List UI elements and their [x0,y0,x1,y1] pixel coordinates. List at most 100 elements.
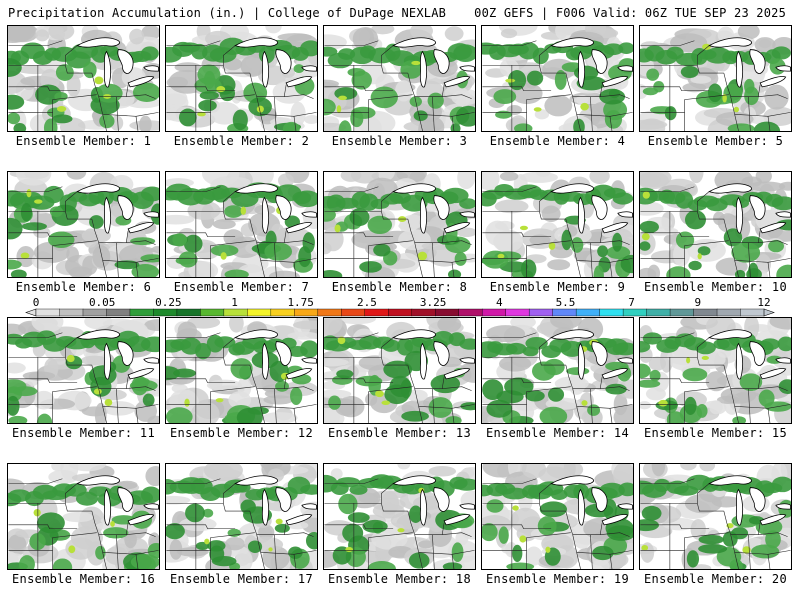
colorbar-tick-label: 1 [231,298,238,309]
precip-map [481,171,634,278]
ensemble-member-panel: Ensemble Member: 6 [7,171,160,294]
ensemble-member-label: Ensemble Member: 8 [331,280,468,294]
colorbar-segment [528,308,554,317]
colorbar-segment [481,308,507,317]
precip-map [639,25,792,132]
colorbar-tick-label: 0 [33,298,40,309]
colorbar-segment [223,308,248,317]
precip-map [481,317,634,424]
ensemble-member-label: Ensemble Member: 15 [644,426,787,440]
colorbar-segment [622,308,648,317]
colorbar-segment [552,308,577,317]
ensemble-member-panel: Ensemble Member: 2 [165,25,318,148]
colorbar-segment [129,308,154,317]
colorbar-right-arrow [763,308,775,317]
ensemble-member-panel: Ensemble Member: 13 [323,317,476,440]
colorbar-segment [716,308,742,317]
precip-colorbar: 0 0.05 0.25 1 1.75 2.5 3.25 4 5.5 7 9 12 [25,298,775,317]
colorbar-segment [599,308,624,317]
ensemble-member-panel: Ensemble Member: 5 [639,25,792,148]
ensemble-member-panel: Ensemble Member: 9 [481,171,634,294]
colorbar-segment [341,308,366,317]
ensemble-member-panel: Ensemble Member: 4 [481,25,634,148]
ensemble-member-panel: Ensemble Member: 12 [165,317,318,440]
colorbar-tick-label: 0.25 [155,298,182,309]
ensemble-member-panel: Ensemble Member: 11 [7,317,160,440]
colorbar-segment [458,308,483,317]
colorbar-tick-label: 2.5 [357,298,377,309]
precip-map [165,25,318,132]
precip-map [481,25,634,132]
precip-map [7,25,160,132]
ensemble-member-panel: Ensemble Member: 17 [165,463,318,586]
ensemble-member-label: Ensemble Member: 5 [647,134,784,148]
colorbar-tick-label: 12 [757,298,770,309]
page-title: Precipitation Accumulation (in.) | Colle… [8,6,447,20]
colorbar-tick-label: 9 [694,298,701,309]
precip-map [7,317,160,424]
ensemble-member-panel: Ensemble Member: 19 [481,463,634,586]
ensemble-member-label: Ensemble Member: 2 [173,134,310,148]
colorbar-segment [200,308,225,317]
colorbar-segment [270,308,295,317]
colorbar-left-arrow [25,308,37,317]
colorbar-segment [575,308,601,317]
colorbar-segment [35,308,60,317]
colorbar-segment [176,308,201,317]
ensemble-member-label: Ensemble Member: 16 [12,572,155,586]
run-info: 00Z GEFS | F006 Valid: 06Z TUE SEP 23 20… [474,6,786,20]
precip-map [323,25,476,132]
ensemble-member-panel: Ensemble Member: 8 [323,171,476,294]
ensemble-member-label: Ensemble Member: 3 [331,134,468,148]
ensemble-member-panel: Ensemble Member: 3 [323,25,476,148]
precip-map [323,317,476,424]
colorbar-segment [294,308,319,317]
precip-map [7,463,160,570]
colorbar-segment [106,308,131,317]
ensemble-member-panel: Ensemble Member: 20 [639,463,792,586]
precip-map [323,463,476,570]
colorbar-segment [646,308,671,317]
precip-map [165,317,318,424]
ensemble-member-panel: Ensemble Member: 16 [7,463,160,586]
ensemble-member-label: Ensemble Member: 6 [15,280,152,294]
ensemble-member-label: Ensemble Member: 12 [170,426,313,440]
colorbar-segment [317,308,342,317]
colorbar-segment [411,308,436,317]
colorbar-segment [669,308,695,317]
colorbar-segment [505,308,530,317]
precip-map [165,171,318,278]
ensemble-member-label: Ensemble Member: 1 [15,134,152,148]
colorbar-segment [435,308,460,317]
ensemble-member-panel: Ensemble Member: 7 [165,171,318,294]
colorbar-segment [82,308,107,317]
ensemble-member-label: Ensemble Member: 14 [486,426,629,440]
ensemble-member-panel: Ensemble Member: 1 [7,25,160,148]
precip-map [639,463,792,570]
precip-map [481,463,634,570]
colorbar-tick-label: 5.5 [556,298,576,309]
precip-map [7,171,160,278]
colorbar-segment [388,308,413,317]
colorbar-segment [693,308,718,317]
ensemble-member-panel: Ensemble Member: 10 [639,171,792,294]
ensemble-member-label: Ensemble Member: 18 [328,572,471,586]
ensemble-member-panel: Ensemble Member: 18 [323,463,476,586]
precip-map [165,463,318,570]
ensemble-member-label: Ensemble Member: 9 [489,280,626,294]
colorbar-tick-label: 0.05 [89,298,116,309]
ensemble-member-label: Ensemble Member: 13 [328,426,471,440]
precip-map [639,171,792,278]
ensemble-member-label: Ensemble Member: 20 [644,572,787,586]
precip-map [639,317,792,424]
ensemble-member-label: Ensemble Member: 4 [489,134,626,148]
colorbar-tick-label: 7 [628,298,635,309]
colorbar-tick-label: 3.25 [420,298,447,309]
colorbar-segment [364,308,389,317]
colorbar-segment [59,308,84,317]
colorbar-segment [247,308,272,317]
colorbar-tick-label: 1.75 [287,298,314,309]
ensemble-member-label: Ensemble Member: 19 [486,572,629,586]
ensemble-member-label: Ensemble Member: 17 [170,572,313,586]
ensemble-member-panel: Ensemble Member: 15 [639,317,792,440]
